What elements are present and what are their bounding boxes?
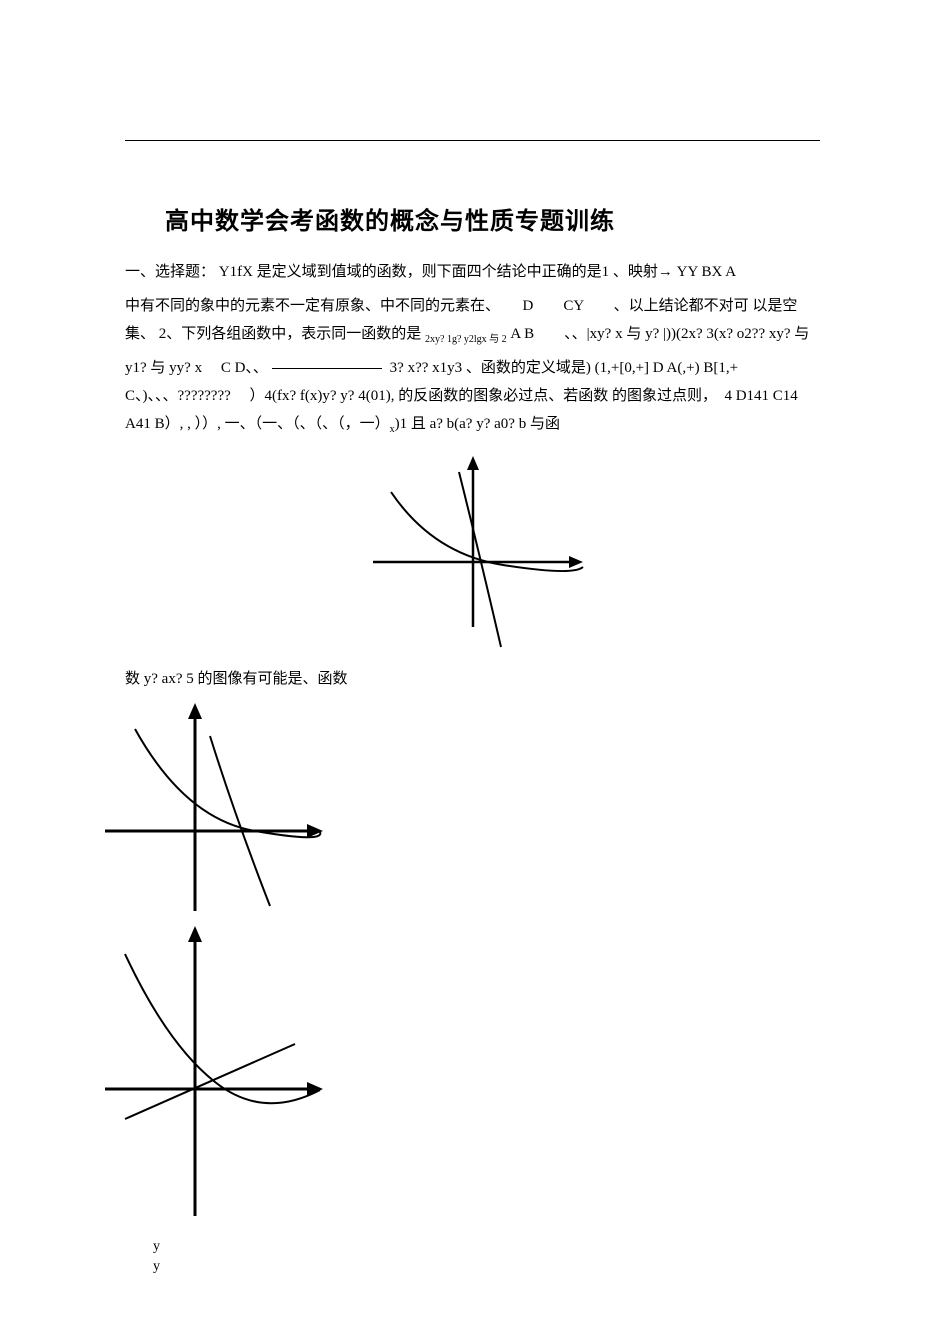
y-axis-arrow-icon (467, 456, 479, 470)
line-3 (125, 1044, 295, 1119)
curve-exp (391, 492, 583, 571)
graph-left2-wrap (95, 924, 820, 1229)
curve-exp-3 (125, 954, 320, 1103)
graph-center-wrap (125, 452, 820, 657)
y-label-1: y (153, 1237, 820, 1257)
line-after-graph: 数 y? ax? 5 的图像有可能是、函数 (125, 665, 820, 693)
graph-center (353, 452, 593, 652)
x-axis-arrow-3-icon (307, 1082, 323, 1096)
graph-left (95, 701, 335, 921)
page: 高中数学会考函数的概念与性质专题训练 一、选择题： Y1fX 是定义域到值域的函… (0, 0, 945, 1337)
document-title: 高中数学会考函数的概念与性质专题训练 (165, 201, 820, 236)
body-line-5-tail: )1 且 a? b(a? y? a0? b 与函 (395, 416, 560, 432)
blank-underline (272, 368, 382, 369)
graph-left2 (95, 924, 335, 1224)
math-inline-1: 2xy? 1g? y2lgx 与 (425, 334, 499, 345)
curve-exp-2 (135, 729, 320, 837)
section-header: 一、选择题： Y1fX 是定义域到值域的函数，则下面四个结论中正确的是1 、映射… (125, 258, 820, 286)
y-axis-arrow-3-icon (188, 926, 202, 942)
body-line-3-tail: 3? x?? x1y3 、函数的定义域是) (386, 360, 591, 376)
curve-line-2 (210, 736, 270, 906)
y-label-2: y (153, 1257, 820, 1277)
x-axis-arrow-icon (569, 556, 583, 568)
body-line-1: 中有不同的象中的元素不一定有原象、中不同的元素在、 D CY 、以上结论都不对可 (125, 298, 749, 314)
y-axis-arrow-2-icon (188, 703, 202, 719)
sub-2: 2 (499, 334, 507, 345)
body-paragraph: 中有不同的象中的元素不一定有原象、中不同的元素在、 D CY 、以上结论都不对可… (125, 292, 820, 444)
graph-left-wrap (95, 701, 820, 926)
top-rule (125, 140, 820, 141)
curve-line (459, 472, 501, 647)
body-line-2-tail: A B 、、|xy? x 与 (507, 326, 642, 342)
